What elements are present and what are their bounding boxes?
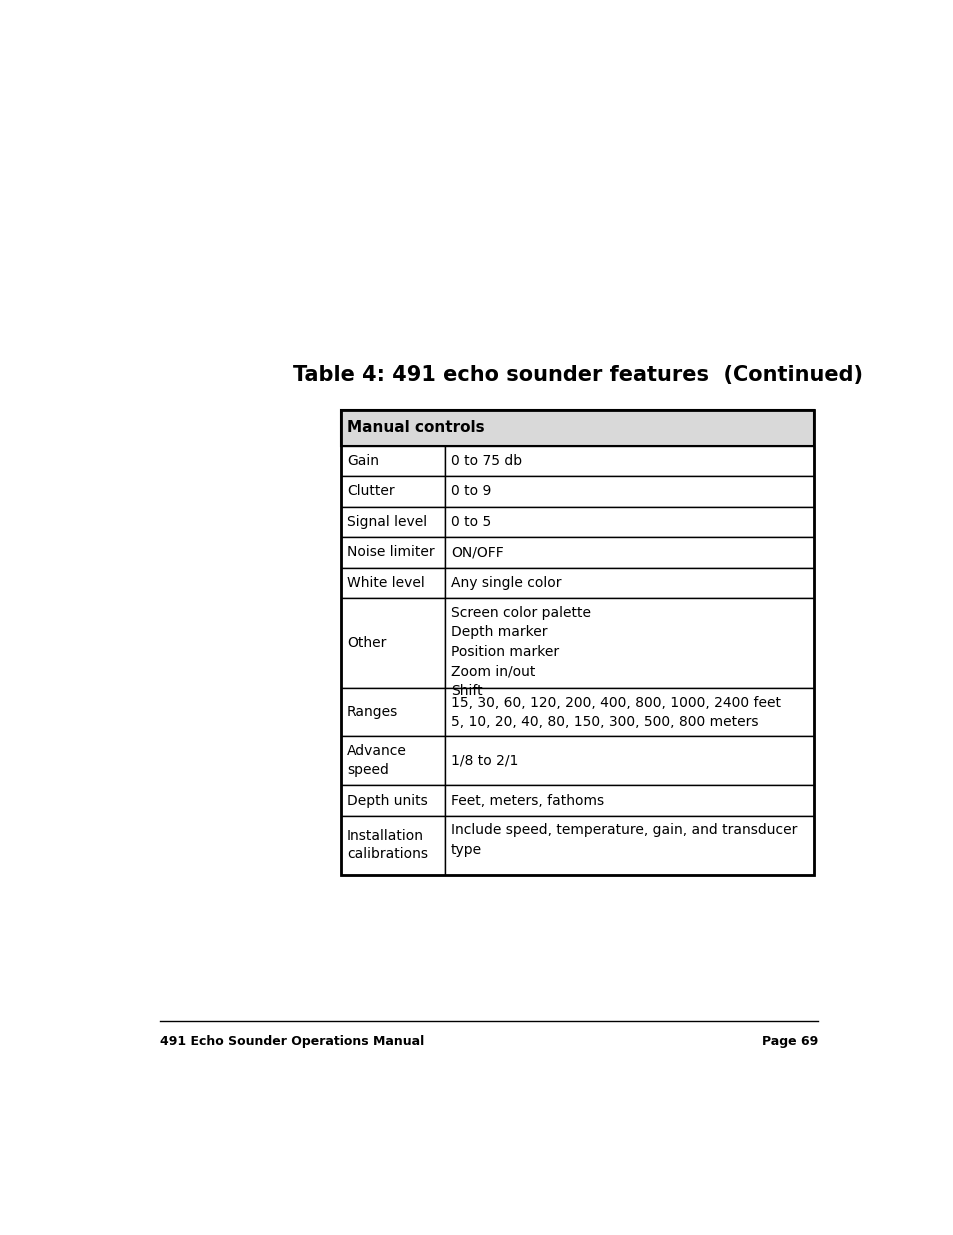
Text: Signal level: Signal level	[347, 515, 427, 529]
Bar	[445, 736, 813, 785]
Text: 0 to 9: 0 to 9	[451, 484, 491, 499]
Text: Installation
calibrations: Installation calibrations	[347, 829, 428, 862]
Text: Depth units: Depth units	[347, 794, 427, 808]
Text: Noise limiter: Noise limiter	[347, 546, 435, 559]
Text: Page 69: Page 69	[760, 1035, 817, 1049]
Bar	[445, 568, 813, 598]
Text: Any single color: Any single color	[451, 576, 561, 590]
Bar	[445, 506, 813, 537]
Bar	[341, 785, 445, 816]
Text: 0 to 5: 0 to 5	[451, 515, 491, 529]
Text: Clutter: Clutter	[347, 484, 395, 499]
Bar	[445, 785, 813, 816]
Text: ON/OFF: ON/OFF	[451, 546, 503, 559]
Bar	[341, 477, 445, 506]
Bar	[341, 598, 445, 688]
Bar	[341, 410, 813, 874]
Bar	[445, 816, 813, 874]
Text: White level: White level	[347, 576, 424, 590]
Bar	[341, 816, 445, 874]
Text: Manual controls: Manual controls	[347, 420, 484, 435]
Bar	[341, 568, 445, 598]
Bar	[445, 537, 813, 568]
Text: Feet, meters, fathoms: Feet, meters, fathoms	[451, 794, 603, 808]
Text: Gain: Gain	[347, 454, 378, 468]
Bar	[341, 736, 445, 785]
Bar	[341, 537, 445, 568]
Text: Ranges: Ranges	[347, 705, 397, 719]
Text: Include speed, temperature, gain, and transducer
type: Include speed, temperature, gain, and tr…	[451, 824, 797, 857]
Text: 491 Echo Sounder Operations Manual: 491 Echo Sounder Operations Manual	[160, 1035, 424, 1049]
Bar	[341, 688, 445, 736]
Bar	[341, 506, 445, 537]
Text: 0 to 75 db: 0 to 75 db	[451, 454, 521, 468]
Bar	[445, 598, 813, 688]
Bar	[341, 446, 445, 477]
Bar	[445, 688, 813, 736]
Text: Table 4: 491 echo sounder features  (Continued): Table 4: 491 echo sounder features (Cont…	[293, 364, 862, 384]
Bar	[445, 477, 813, 506]
Text: Screen color palette
Depth marker
Position marker
Zoom in/out
Shift: Screen color palette Depth marker Positi…	[451, 605, 591, 698]
Text: Advance
speed: Advance speed	[347, 745, 406, 777]
Bar	[445, 446, 813, 477]
Text: Other: Other	[347, 636, 386, 650]
Text: 15, 30, 60, 120, 200, 400, 800, 1000, 2400 feet
5, 10, 20, 40, 80, 150, 300, 500: 15, 30, 60, 120, 200, 400, 800, 1000, 24…	[451, 697, 781, 730]
Text: 1/8 to 2/1: 1/8 to 2/1	[451, 753, 517, 768]
Bar	[341, 410, 813, 446]
